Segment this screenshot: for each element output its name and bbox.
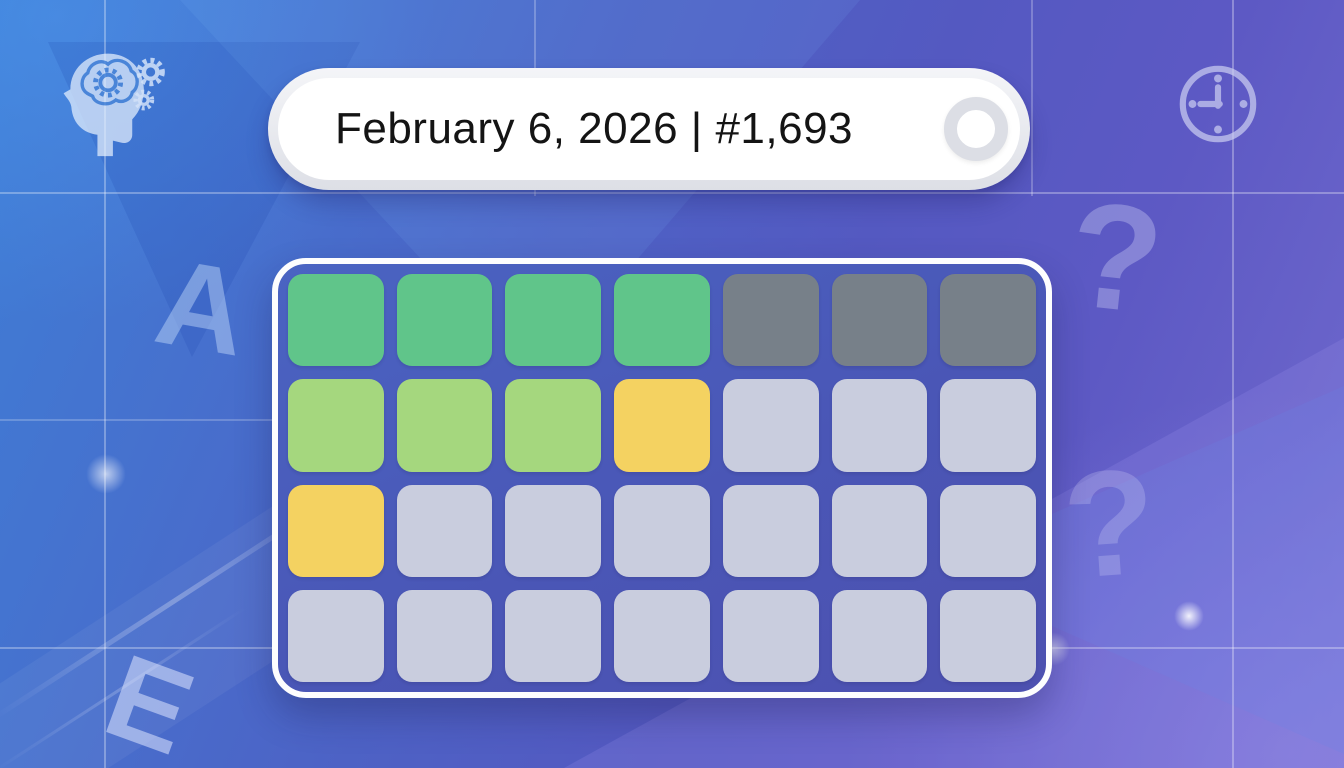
- tile-r4-c5: [722, 589, 819, 682]
- decor-letter-a: A: [146, 232, 258, 382]
- tile-r3-c4: [614, 484, 710, 577]
- grid-line-vertical-right: [1031, 0, 1033, 196]
- game-board: [272, 258, 1052, 698]
- tile-r1-c4: [614, 274, 710, 367]
- tile-r2-c5: [722, 379, 819, 472]
- tile-r2-c7: [940, 379, 1036, 472]
- tile-r3-c3: [505, 484, 602, 577]
- glow-dot: [86, 454, 126, 494]
- puzzle-date-label: February 6, 2026 | #1,693: [334, 104, 854, 153]
- tile-r2-c4: [614, 379, 710, 472]
- clock-icon: [1179, 65, 1257, 143]
- tile-r2-c2: [396, 379, 493, 472]
- tile-r2-c6: [831, 379, 928, 472]
- tile-r3-c1: [288, 484, 384, 577]
- light-streak: [0, 606, 247, 768]
- decor-question-mark-2: ?: [1058, 436, 1162, 610]
- tile-r1-c7: [940, 274, 1036, 367]
- decor-letter-e: E: [89, 629, 209, 768]
- tile-r4-c6: [831, 589, 928, 682]
- ring-icon: [944, 97, 1008, 161]
- tile-r2-c3: [505, 379, 602, 472]
- tile-r4-c2: [396, 589, 493, 682]
- tile-r1-c6: [831, 274, 928, 367]
- game-board-grid: [288, 274, 1036, 682]
- tile-r4-c1: [288, 589, 384, 682]
- tile-r1-c5: [722, 274, 819, 367]
- date-banner-inner: February 6, 2026 | #1,693: [278, 78, 1020, 180]
- date-banner: February 6, 2026 | #1,693: [268, 68, 1030, 190]
- tile-r1-c1: [288, 274, 384, 367]
- tile-r4-c4: [614, 589, 710, 682]
- tile-r3-c7: [940, 484, 1036, 577]
- tile-r3-c2: [396, 484, 493, 577]
- decor-question-mark-1: ?: [1061, 168, 1171, 346]
- glow-dot: [1174, 601, 1204, 631]
- brain-gears-icon: [63, 53, 165, 157]
- tile-r3-c5: [722, 484, 819, 577]
- tile-r4-c7: [940, 589, 1036, 682]
- grid-line-horizontal-mid: [0, 419, 272, 421]
- tile-r4-c3: [505, 589, 602, 682]
- tile-r2-c1: [288, 379, 384, 472]
- tile-r1-c2: [396, 274, 493, 367]
- tile-r1-c3: [505, 274, 602, 367]
- tile-r3-c6: [831, 484, 928, 577]
- grid-line-horizontal-top: [0, 192, 1344, 194]
